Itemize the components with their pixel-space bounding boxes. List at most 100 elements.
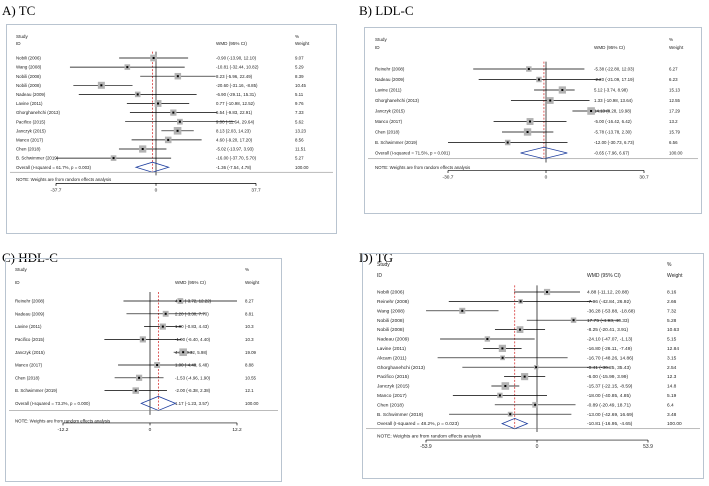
study-label: Wang (2008) xyxy=(377,308,405,314)
study-ci-text: -10.81 (-32.44, 10.82) xyxy=(216,65,259,70)
overall-diamond xyxy=(501,417,529,430)
forest-plot-tg: Study ID WMD (95% CI)% Weight Nobili (2006) 4… xyxy=(362,253,704,479)
note-text: NOTE: Weights are from random effects an… xyxy=(15,419,111,424)
study-ci-text: -20.60 (-31.16, -8.85) xyxy=(216,83,258,88)
study-point-estimate xyxy=(535,366,538,369)
header-effect: WMD (95% CI) xyxy=(216,41,247,46)
study-point-estimate xyxy=(501,356,504,359)
study-ci-text: -1.00 (-6.40, 4.40) xyxy=(175,337,211,342)
study-ci-text: 4.60 (-9.20, 17.20) xyxy=(216,138,253,143)
study-weight: 12.1 xyxy=(245,388,254,393)
study-label: Nobili (2008) xyxy=(16,74,41,79)
study-label: Manco (2017) xyxy=(16,138,44,143)
study-ci-text: 14.13 (8.28, 19.98) xyxy=(594,109,632,114)
study-point-estimate xyxy=(157,102,160,105)
study-point-estimate xyxy=(561,89,564,91)
study-ci-text: -18.00 (-40.85, 4.85) xyxy=(587,393,631,399)
study-ci-text: 4.88 (-11.12, 20.88) xyxy=(587,290,629,296)
header-study: Study xyxy=(16,34,28,39)
study-label: Janczyk (2015) xyxy=(16,128,46,133)
study-label: Janczyk (2015) xyxy=(377,384,410,390)
panel-frame xyxy=(5,258,282,482)
study-weight: 10.63 xyxy=(667,327,679,333)
header-percent: % xyxy=(667,262,672,268)
study-ci-text: 9.00 (-11.64, 29.64) xyxy=(216,119,255,124)
study-label: Lavine (2011) xyxy=(377,346,406,352)
study-weight: 8.81 xyxy=(245,311,254,316)
study-point-estimate xyxy=(167,138,170,141)
overall-label: Overall (I-squared = 73.2%, p = 0.000) xyxy=(15,401,90,406)
study-label: B. Schwimmer (2019) xyxy=(377,412,424,418)
study-point-estimate xyxy=(523,375,526,378)
study-ci-text: -24.10 (-47.07, -1.13) xyxy=(587,337,633,343)
study-weight: 8.56 xyxy=(295,138,304,143)
overall-ci-text: -10.81 (-16.95, -4.65) xyxy=(587,421,633,427)
study-point-estimate xyxy=(527,68,530,70)
study-ci-text: -5.38 (-22.80, 12.03) xyxy=(594,67,635,72)
study-point-estimate xyxy=(178,120,181,123)
study-label: Manco (2017) xyxy=(375,119,403,124)
study-ci-text: -5.02 (-13.97, 3.93) xyxy=(216,147,254,152)
study-ci-text: -0.41 (-36.25, 35.43) xyxy=(587,365,631,371)
study-weight: 8.27 xyxy=(245,299,254,304)
overall-diamond xyxy=(140,395,177,411)
study-ci-text: 5.12 (-3.74, 8.98) xyxy=(594,88,628,93)
study-weight: 6.56 xyxy=(669,140,678,145)
study-label: Janczyk (2015) xyxy=(375,109,405,114)
study-weight: 3.48 xyxy=(667,412,677,418)
study-label: B. Schwimmer (2019) xyxy=(15,388,58,393)
study-label: Manco (2017) xyxy=(15,363,43,368)
study-label: Wang (2008) xyxy=(16,65,42,70)
x-tick-label: 0 xyxy=(155,187,158,193)
x-tick-label: -30.7 xyxy=(443,174,454,180)
study-weight: 6.23 xyxy=(669,77,678,82)
study-label: Nobili (2008) xyxy=(377,318,405,324)
study-ci-text: -5.00 (-16.42, 6.42) xyxy=(594,119,632,124)
study-weight: 10.55 xyxy=(245,375,257,380)
study-ci-text: 6.54 (-9.83, 22.91) xyxy=(216,110,253,115)
study-label: Chen (2018) xyxy=(15,375,40,380)
study-weight: 9.07 xyxy=(295,56,304,61)
study-ci-text: -7.96 (-42.84, 26.92) xyxy=(587,299,631,305)
study-point-estimate xyxy=(141,148,144,150)
panel-label-a: A) TC xyxy=(2,3,36,18)
study-weight: 7.32 xyxy=(667,308,677,314)
study-label: Ghorghanehchi (2013) xyxy=(377,365,425,371)
study-weight: 10.3 xyxy=(245,324,254,329)
study-weight: 12.3 xyxy=(667,374,677,380)
study-ci-text: -16.00 (-37.70, 5.70) xyxy=(216,156,257,161)
study-label: Reinehr (2008) xyxy=(375,67,405,72)
study-ci-text: -1.53 (-4.96, 1.90) xyxy=(175,375,211,380)
study-point-estimate xyxy=(519,328,522,331)
forest-plot-hdl-c: Study ID WMD (95% CI)% Weight Reinehr (2008)… xyxy=(5,258,282,482)
study-ci-text: -12.00 (-30.73, 6.73) xyxy=(594,140,635,145)
study-point-estimate xyxy=(546,291,549,293)
study-ci-text: 1.33 (-10.98, 13.64) xyxy=(594,98,633,103)
header-id: ID xyxy=(375,45,380,50)
study-weight: 13.23 xyxy=(295,128,307,133)
header-percent: % xyxy=(669,37,673,42)
header-effect: WMD (95% CI) xyxy=(175,280,206,285)
study-label: Nobili (2008) xyxy=(16,83,41,88)
x-tick-label: 0 xyxy=(545,174,548,180)
study-point-estimate xyxy=(176,129,179,132)
study-weight: 5.29 xyxy=(295,65,304,70)
header-study: Study xyxy=(375,37,387,42)
overall-ci-text: -0.65 (-7.96, 6.67) xyxy=(594,151,630,156)
header-id: ID xyxy=(16,41,21,46)
x-tick-label: -53.9 xyxy=(420,444,432,450)
header-id: ID xyxy=(377,273,382,279)
study-weight: 15.79 xyxy=(669,130,681,135)
panel-label-b: B) LDL-C xyxy=(359,3,414,18)
overall-diamond xyxy=(134,161,171,173)
header-id: ID xyxy=(15,280,20,285)
study-ci-text: 1.80 (-0.83, 4.43) xyxy=(175,324,209,329)
study-label: Janczyk (2015) xyxy=(15,350,45,355)
study-point-estimate xyxy=(501,347,504,350)
study-weight: 11.51 xyxy=(295,147,306,152)
study-ci-text: -2.00 (-6.38, 2.38) xyxy=(175,388,211,393)
study-point-estimate xyxy=(126,66,129,69)
study-weight: 12.84 xyxy=(667,346,679,352)
study-point-estimate xyxy=(172,111,175,114)
study-point-estimate xyxy=(179,300,182,302)
